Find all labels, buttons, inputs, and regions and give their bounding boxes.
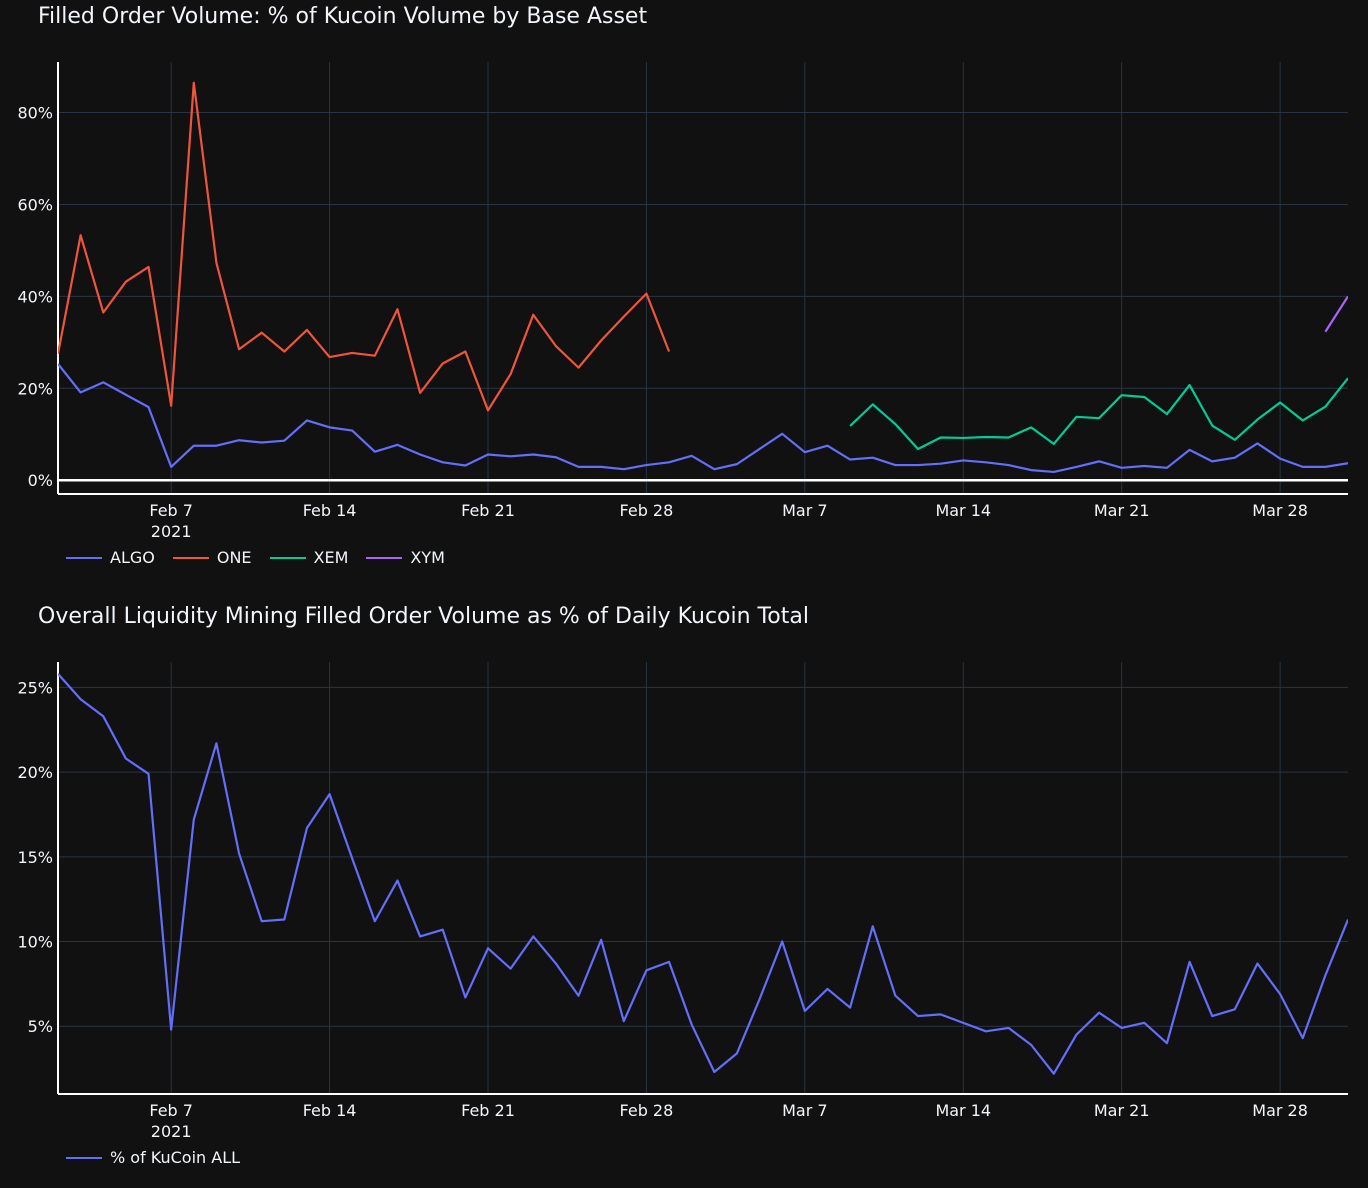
legend-label: ONE bbox=[216, 548, 252, 567]
legend-label: XYM bbox=[410, 548, 445, 567]
legend-label: % of KuCoin ALL bbox=[110, 1148, 241, 1167]
legend-swatch-icon bbox=[366, 556, 403, 559]
x-tick-label: Mar 21 bbox=[1094, 1101, 1150, 1120]
x-tick-label: Mar 7 bbox=[782, 501, 827, 520]
legend-swatch-icon bbox=[66, 1156, 102, 1159]
x-tick-label: Feb 7 bbox=[149, 501, 193, 520]
legend-swatch-icon bbox=[172, 556, 209, 559]
x-tick-label: Feb 7 bbox=[149, 1101, 193, 1120]
chart2-title: Overall Liquidity Mining Filled Order Vo… bbox=[38, 604, 809, 629]
x-tick-label: Mar 28 bbox=[1252, 1101, 1308, 1120]
legend-item[interactable]: ALGO bbox=[66, 548, 155, 567]
grid bbox=[58, 662, 1348, 1094]
y-tick-label: 40% bbox=[17, 287, 53, 306]
x-tick-label: Mar 28 bbox=[1252, 501, 1308, 520]
x-tick-label: Mar 7 bbox=[782, 1101, 827, 1120]
legend-item[interactable]: ONE bbox=[172, 548, 252, 567]
y-tick-label: 5% bbox=[28, 1017, 53, 1036]
x-tick-label: Feb 28 bbox=[620, 501, 674, 520]
x-tick-label: Feb 28 bbox=[620, 1101, 674, 1120]
legend-swatch-icon bbox=[269, 556, 306, 559]
series-line-xem[interactable] bbox=[849, 377, 1348, 451]
chart1-title: Filled Order Volume: % of Kucoin Volume … bbox=[38, 4, 648, 29]
y-tick-label: 15% bbox=[17, 848, 53, 867]
y-tick-label: 80% bbox=[17, 104, 53, 123]
x-tick-label: Feb 14 bbox=[303, 1101, 357, 1120]
legend-item[interactable]: XEM bbox=[269, 548, 349, 567]
grid bbox=[58, 62, 1348, 494]
chart2-plot[interactable]: 5% 10% 15% 20% 25% Feb 7 2021 Feb 14 Feb 21 Feb 2… bbox=[0, 600, 1368, 1188]
x-tick-label: Mar 14 bbox=[935, 501, 991, 520]
series-line-xym[interactable] bbox=[1324, 295, 1348, 333]
y-tick-label: 60% bbox=[17, 195, 53, 214]
legend-item[interactable]: % of KuCoin ALL bbox=[66, 1148, 240, 1167]
legend-label: XEM bbox=[313, 548, 349, 567]
chart1-plot[interactable]: 0% 20% 40% 60% 80% Feb 7 2021 Feb 14 Feb 21 Feb 2… bbox=[0, 0, 1368, 600]
series-line-of-kucoin-all[interactable] bbox=[58, 673, 1348, 1075]
legend-label: ALGO bbox=[110, 548, 155, 567]
series-line-one[interactable] bbox=[58, 81, 671, 412]
legend-item[interactable]: XYM bbox=[366, 548, 445, 567]
x-tick-label: Mar 14 bbox=[935, 1101, 991, 1120]
y-tick-label: 25% bbox=[17, 678, 53, 697]
y-tick-label: 20% bbox=[17, 763, 53, 782]
chart1-legend: ALGO ONE XEM XYM bbox=[66, 548, 445, 567]
x-tick-label: Mar 21 bbox=[1094, 501, 1150, 520]
y-tick-label: 0% bbox=[28, 471, 53, 490]
x-tick-sublabel: 2021 bbox=[151, 522, 192, 541]
y-tick-label: 10% bbox=[17, 933, 53, 952]
x-tick-label: Feb 21 bbox=[461, 501, 515, 520]
x-tick-label: Feb 21 bbox=[461, 1101, 515, 1120]
series-line-algo[interactable] bbox=[58, 363, 1348, 474]
chart2-legend: % of KuCoin ALL bbox=[66, 1148, 240, 1167]
y-tick-label: 20% bbox=[17, 379, 53, 398]
x-tick-label: Feb 14 bbox=[303, 501, 357, 520]
x-tick-sublabel: 2021 bbox=[151, 1122, 192, 1141]
legend-swatch-icon bbox=[66, 556, 102, 559]
